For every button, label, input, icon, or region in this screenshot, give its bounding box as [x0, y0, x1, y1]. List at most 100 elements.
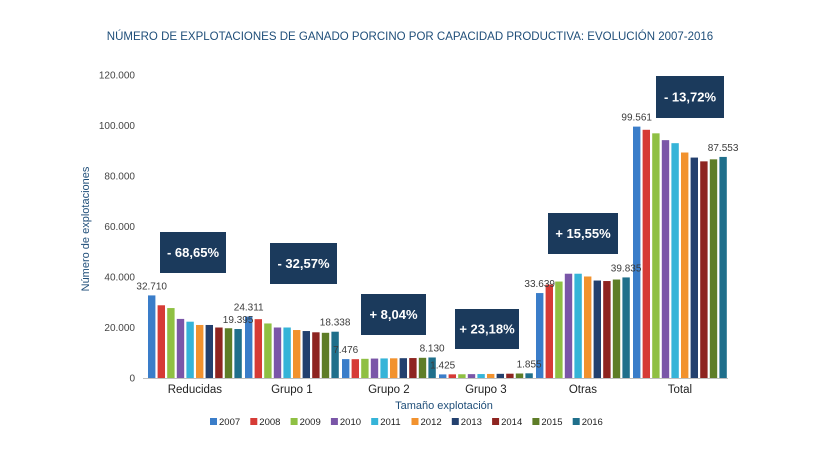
- data-label: 33.639: [524, 279, 555, 290]
- callout-text: - 68,65%: [167, 245, 219, 260]
- bar: [584, 276, 592, 378]
- bar: [477, 374, 485, 378]
- y-tick-label: 0: [129, 374, 135, 385]
- x-tick-label: Reducidas: [168, 384, 223, 396]
- percent-change-callouts: - 68,65% - 32,57% + 8,04% + 23,18% + 15,55% -…: [160, 76, 724, 349]
- legend-swatch: [330, 418, 338, 425]
- bar: [525, 373, 533, 378]
- bar: [418, 357, 427, 378]
- data-label: 19.395: [223, 315, 254, 326]
- bar: [545, 284, 553, 378]
- x-tick-label: Otras: [569, 384, 597, 396]
- y-tick-label: 100.000: [99, 121, 136, 132]
- bar: [224, 328, 233, 378]
- bar: [331, 331, 339, 378]
- bar: [633, 126, 641, 378]
- bar: [196, 324, 204, 378]
- bar: [399, 358, 407, 378]
- callout-text: - 32,57%: [277, 256, 329, 271]
- bar: [671, 143, 679, 378]
- callout-box: [361, 294, 426, 335]
- bar: [205, 324, 213, 378]
- data-label: 8.130: [420, 343, 445, 354]
- x-tick-label: Total: [668, 384, 692, 396]
- legend-swatch: [572, 418, 580, 425]
- bar: [555, 281, 563, 378]
- bar: [273, 327, 282, 378]
- legend-label: 2007: [219, 417, 240, 428]
- callout-text: + 8,04%: [369, 307, 418, 322]
- bar: [652, 133, 660, 378]
- data-label: 39.835: [611, 263, 642, 274]
- x-tick-label: Grupo 3: [465, 384, 507, 396]
- legend-label: 2009: [300, 417, 321, 428]
- legend-swatch: [290, 418, 298, 425]
- bar: [690, 157, 698, 378]
- bar: [612, 279, 621, 378]
- bar: [245, 316, 253, 378]
- callout-box: [455, 309, 519, 349]
- bar: [603, 281, 611, 378]
- data-label: 32.710: [136, 281, 167, 292]
- bar: [467, 374, 476, 378]
- data-label: 1.425: [430, 360, 455, 371]
- bar: [458, 374, 466, 378]
- legend-swatch: [371, 418, 379, 425]
- y-tick-label: 40.000: [104, 273, 135, 284]
- legend-swatch: [411, 418, 419, 425]
- bars: [148, 126, 727, 378]
- legend: 2007 2008 2009 2010 2011 2012 2013 2014 2015 2016: [210, 417, 603, 428]
- callout-box: [270, 243, 337, 284]
- bar: [515, 373, 524, 378]
- legend-label: 2012: [421, 417, 442, 428]
- bar: [293, 330, 301, 378]
- y-axis-title: Número de explotaciones: [80, 166, 92, 291]
- callout-text: + 23,18%: [459, 322, 515, 337]
- bar: [487, 373, 495, 378]
- x-tick-label: Grupo 1: [271, 384, 313, 396]
- legend-label: 2010: [340, 417, 361, 428]
- bar: [157, 305, 165, 378]
- y-tick-label: 80.000: [104, 172, 135, 183]
- bar: [167, 308, 175, 378]
- bar: [681, 152, 689, 378]
- bar: [321, 332, 330, 378]
- bar: [409, 358, 417, 378]
- data-label: 7.476: [333, 345, 358, 356]
- data-label: 24.311: [234, 303, 264, 314]
- bar: [428, 357, 436, 378]
- legend-swatch: [451, 418, 459, 425]
- bar: [186, 321, 194, 378]
- bar: [506, 373, 514, 378]
- data-label: 87.553: [708, 143, 739, 154]
- legend-label: 2014: [501, 417, 522, 428]
- bar: [390, 358, 398, 378]
- x-axis-categories: Reducidas Grupo 1 Grupo 2 Grupo 3 Otras Total: [168, 384, 692, 396]
- legend-label: 2008: [259, 417, 280, 428]
- bar: [439, 374, 447, 378]
- bar: [283, 327, 291, 378]
- data-label: 99.561: [621, 113, 652, 124]
- bar: [302, 331, 310, 378]
- bar: [380, 358, 388, 378]
- bar: [593, 280, 601, 378]
- bar: [574, 273, 582, 378]
- bar: [264, 323, 272, 378]
- bar: [496, 373, 504, 378]
- bar: [661, 140, 670, 378]
- legend-swatch: [492, 418, 500, 425]
- y-tick-label: 120.000: [99, 71, 136, 82]
- bar: [564, 273, 573, 378]
- legend-swatch: [210, 418, 217, 425]
- bar: [536, 293, 544, 378]
- bar: [719, 156, 727, 378]
- bar: [254, 319, 262, 378]
- legend-label: 2015: [541, 417, 562, 428]
- bar: [709, 159, 718, 378]
- bar: [700, 161, 708, 378]
- bar: [370, 358, 379, 378]
- bar: [642, 129, 650, 378]
- x-tick-label: Grupo 2: [368, 384, 410, 396]
- legend-swatch: [250, 418, 258, 425]
